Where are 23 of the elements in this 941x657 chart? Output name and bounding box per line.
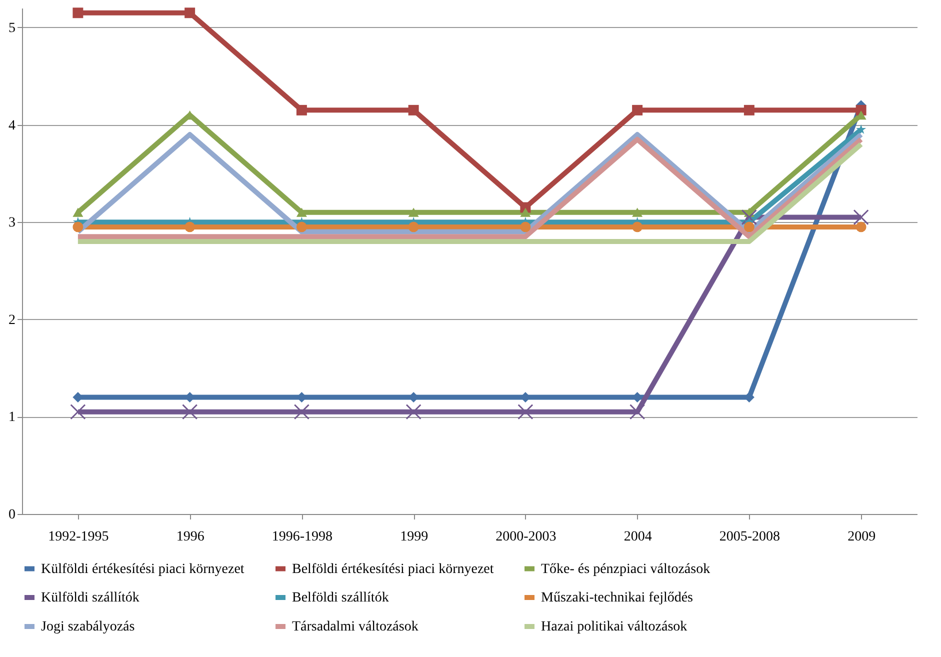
y-tick-label: 0 <box>8 508 16 522</box>
legend-label: Külföldi szállítók <box>41 590 140 606</box>
x-tick-label: 2009 <box>848 530 876 544</box>
x-tick-label: 2000-2003 <box>496 530 556 544</box>
x-tick-label: 2005-2008 <box>719 530 780 544</box>
x-tick-label: 2004 <box>624 530 652 544</box>
legend-label: Műszaki-technikai fejlődés <box>541 590 694 606</box>
legend-label: Hazai politikai változások <box>541 620 688 634</box>
x-tick-label: 1992-1995 <box>48 530 109 544</box>
legend-label: Jogi szabályozás <box>41 620 135 634</box>
y-tick-label: 2 <box>8 312 16 328</box>
y-tick-label: 5 <box>8 20 16 36</box>
legend-label: Belföldi értékesítési piaci környezet <box>292 562 494 577</box>
x-tick-label: 1999 <box>400 530 428 544</box>
x-tick-label: 1996 <box>176 530 204 544</box>
legend-label: Társadalmi változások <box>292 620 418 634</box>
legend-label: Külföldi értékesítési piaci környezet <box>41 562 244 577</box>
legend-label: Tőke- és pénzpiaci változások <box>541 562 710 577</box>
legend-label: Belföldi szállítók <box>292 590 389 606</box>
y-tick-label: 4 <box>8 118 16 134</box>
y-tick-label: 3 <box>8 216 16 231</box>
x-tick-label: 1996-1998 <box>272 530 333 544</box>
y-tick-label: 1 <box>8 410 16 426</box>
